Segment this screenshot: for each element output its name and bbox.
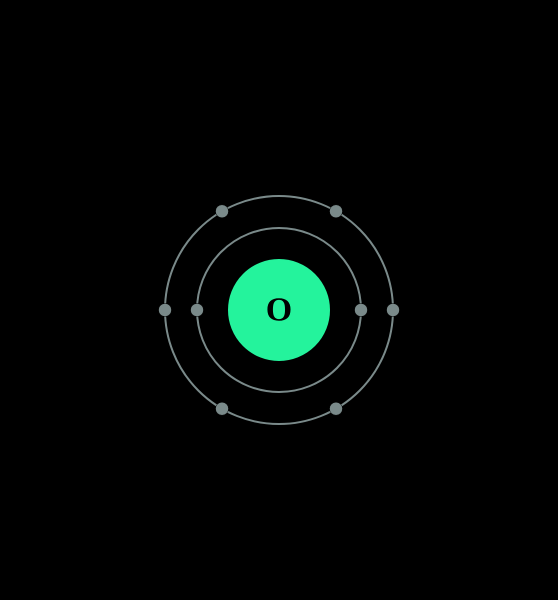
electron-shell2-1 [387, 304, 400, 317]
electron-shell1-1 [355, 304, 368, 317]
electron-shell2-2 [330, 402, 343, 415]
electron-shell2-5 [216, 205, 229, 218]
element-symbol: O [266, 292, 292, 329]
electron-shell2-3 [216, 402, 229, 415]
electron-shell2-6 [330, 205, 343, 218]
electron-shell1-2 [191, 304, 204, 317]
electron-shell-diagram: O [0, 0, 558, 600]
electron-shell2-4 [159, 304, 172, 317]
